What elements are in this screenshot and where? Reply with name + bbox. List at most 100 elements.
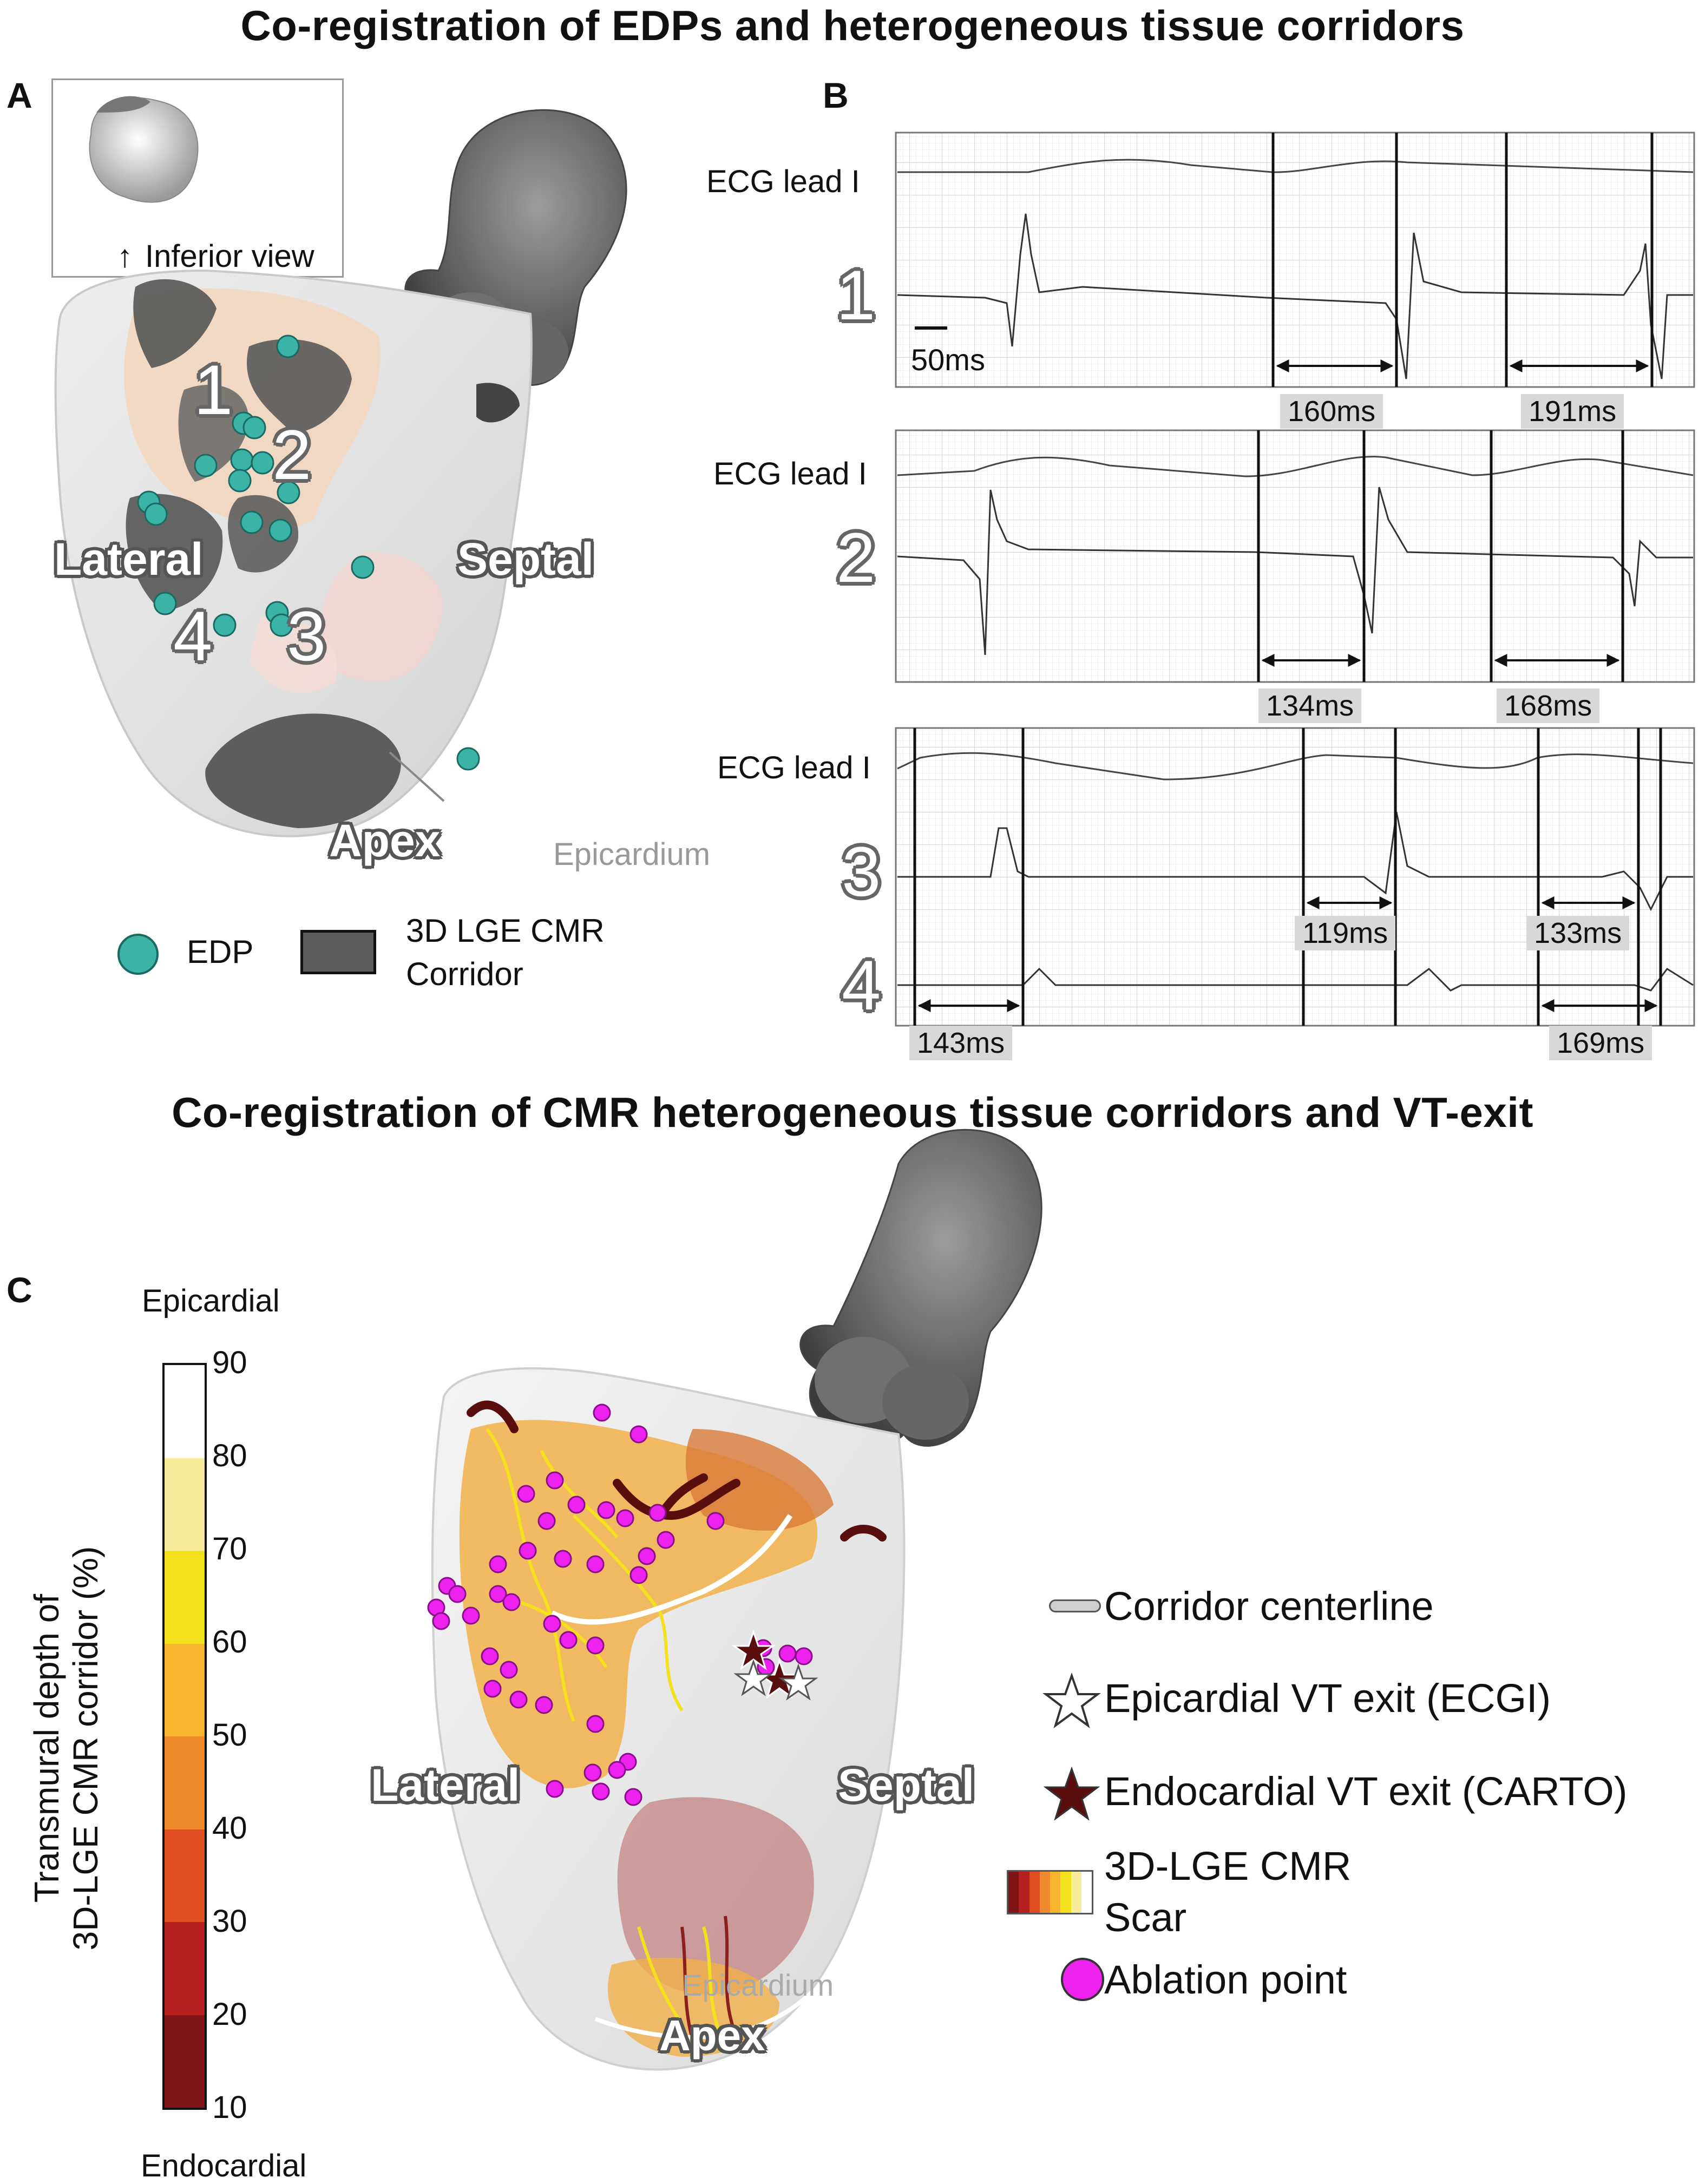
colorbar	[162, 1363, 207, 2110]
label-epicardium-c: Epicardium	[682, 1968, 834, 2002]
ablation-point	[546, 1471, 564, 1490]
legend-edp-label: EDP	[187, 934, 254, 970]
label-apex-c: Apex	[659, 2011, 765, 2060]
ablation-points-layer	[427, 1403, 818, 1806]
legend-scar-swatch	[1007, 1870, 1093, 1914]
scar-swatch-band	[1081, 1872, 1092, 1913]
edp-dot	[277, 481, 300, 504]
ecg-duration-3a: 119ms	[1295, 916, 1396, 950]
colorbar-band	[165, 1551, 205, 1644]
ablation-point	[586, 1636, 605, 1655]
ablation-point	[489, 1585, 507, 1603]
colorbar-tick: 10	[212, 2090, 247, 2125]
ecg-lead-label-2: ECG lead I	[713, 456, 867, 491]
corridor-number-1: 1	[194, 350, 233, 429]
ablation-point	[616, 1509, 634, 1527]
ablation-point	[567, 1496, 586, 1514]
edp-dot	[240, 510, 264, 534]
edp-dots-layer	[137, 335, 480, 771]
ecg-panels	[895, 132, 1695, 1027]
colorbar-tick: 20	[212, 1997, 247, 2032]
top-figure-title: Co-registration of EDPs and heterogeneou…	[240, 2, 1465, 49]
ablation-point	[706, 1512, 725, 1530]
ablation-point	[462, 1606, 480, 1625]
inset-heart-thumbnail	[89, 96, 199, 203]
ablation-point	[592, 1782, 610, 1801]
legend-scar-line1: 3D-LGE CMR	[1104, 1844, 1352, 1888]
legend-corridor-swatch	[300, 930, 376, 974]
colorbar-tick: 50	[212, 1717, 247, 1753]
colorbar-tick: 70	[212, 1531, 247, 1566]
colorbar-tick: 30	[212, 1904, 247, 1939]
inferior-view-inset: ↑ Inferior view	[51, 78, 344, 278]
ablation-point	[648, 1504, 667, 1522]
panel-a-label: A	[6, 75, 32, 115]
colorbar-band	[165, 1365, 205, 1458]
label-apex-a: Apex	[329, 815, 441, 866]
edp-dot	[276, 335, 300, 358]
ecg-number-1: 1	[836, 255, 876, 335]
ablation-point	[554, 1550, 572, 1568]
epicardial-vt-exit-star	[778, 1663, 818, 1701]
panel-b-label: B	[823, 75, 849, 115]
edp-dot	[268, 519, 292, 542]
label-lateral-c: Lateral	[371, 1760, 520, 1811]
colorbar-bottom-label: Endocardial	[141, 2148, 307, 2183]
ablation-point	[629, 1566, 648, 1584]
ecg-lead-label-1: ECG lead I	[706, 164, 860, 199]
ablation-point	[657, 1531, 675, 1549]
edp-dot	[144, 502, 168, 526]
ablation-point	[509, 1690, 528, 1709]
legend-epi-star-icon	[1042, 1673, 1101, 1729]
legend-corridor-line1: 3D LGE CMR	[406, 913, 605, 949]
ecg-lead-label-3: ECG lead I	[717, 750, 871, 785]
edp-dot	[194, 454, 218, 477]
ablation-point	[543, 1615, 561, 1633]
ablation-point	[608, 1761, 626, 1779]
legend-ablation-label: Ablation point	[1104, 1957, 1347, 2002]
label-epicardium-a: Epicardium	[553, 837, 711, 872]
ecg-number-3: 3	[842, 832, 881, 911]
ablation-point	[483, 1680, 502, 1698]
label-septal-c: Septal	[838, 1760, 975, 1811]
colorbar-tick: 40	[212, 1811, 247, 1846]
ecg-duration-2b: 168ms	[1497, 688, 1600, 723]
ablation-point	[586, 1555, 605, 1573]
edp-dot	[456, 747, 480, 771]
ecg-block-3-4	[895, 727, 1695, 1027]
colorbar-band	[165, 1829, 205, 1922]
ablation-point	[629, 1425, 648, 1444]
legend-endo-star-icon	[1043, 1766, 1100, 1821]
ecg-duration-1a: 160ms	[1280, 394, 1383, 429]
ecg-duration-4b: 169ms	[1549, 1026, 1652, 1060]
ablation-point	[519, 1542, 537, 1560]
edp-dot	[351, 555, 375, 579]
edp-dot	[153, 592, 177, 615]
ecg-block-2	[895, 429, 1695, 683]
colorbar-tick: 90	[212, 1345, 247, 1380]
ablation-point	[502, 1593, 521, 1611]
legend-centerline-swatch	[1049, 1599, 1101, 1612]
ablation-point	[597, 1501, 615, 1519]
ablation-point	[489, 1555, 507, 1573]
ablation-point	[481, 1647, 499, 1665]
panel-a-heart-model	[54, 109, 627, 837]
scar-swatch-band	[1071, 1872, 1081, 1913]
ablation-point	[593, 1403, 611, 1422]
ablation-point	[638, 1547, 656, 1565]
panel-c-label: C	[6, 1270, 32, 1310]
ablation-point	[795, 1647, 813, 1665]
ecg-duration-4a: 143ms	[909, 1026, 1013, 1060]
ecg-number-2: 2	[836, 518, 876, 597]
ablation-point	[778, 1644, 797, 1663]
inset-caption: Inferior view	[145, 239, 314, 274]
colorbar-band	[165, 1643, 205, 1736]
colorbar-band	[165, 1736, 205, 1829]
ecg-number-4: 4	[842, 946, 881, 1025]
legend-edp-marker	[117, 934, 159, 975]
ablation-point	[500, 1661, 518, 1679]
ecg-duration-2a: 134ms	[1258, 688, 1362, 723]
legend-endo-exit-label: Endocardial VT exit (CARTO)	[1104, 1769, 1628, 1814]
edp-dot	[228, 469, 252, 493]
ablation-point	[546, 1780, 564, 1798]
